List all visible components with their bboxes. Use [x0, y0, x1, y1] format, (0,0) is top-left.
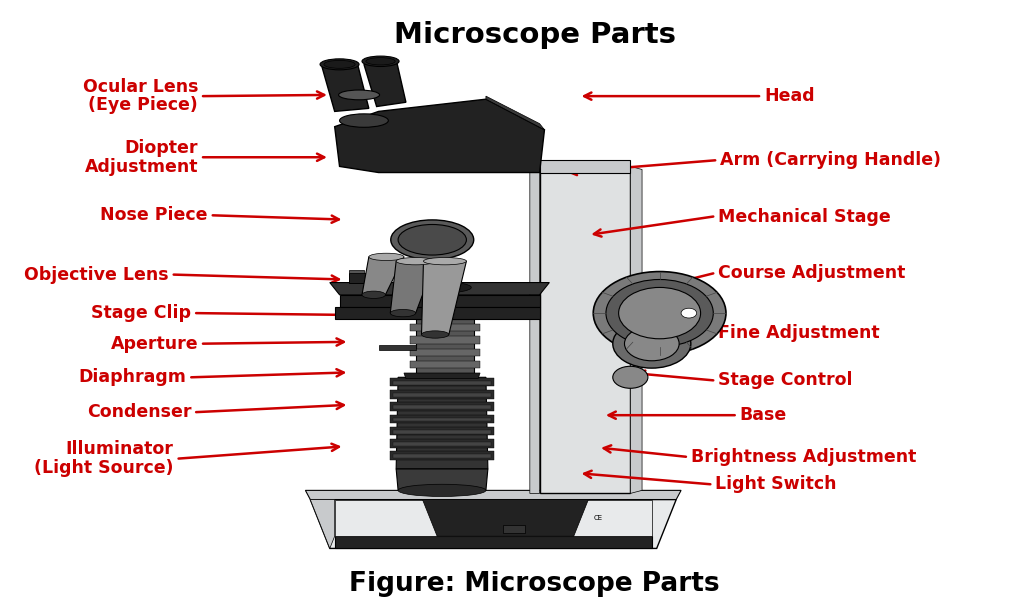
Polygon shape — [390, 451, 494, 460]
Polygon shape — [631, 166, 642, 494]
Polygon shape — [349, 270, 364, 273]
Ellipse shape — [391, 220, 474, 260]
Text: Illuminator
(Light Source): Illuminator (Light Source) — [34, 440, 174, 477]
Polygon shape — [396, 469, 487, 491]
Polygon shape — [310, 500, 335, 548]
Ellipse shape — [366, 58, 395, 65]
Polygon shape — [364, 60, 406, 106]
Polygon shape — [486, 96, 545, 130]
Ellipse shape — [321, 59, 359, 70]
Text: Nose Piece: Nose Piece — [100, 206, 208, 224]
Text: Condenser: Condenser — [87, 403, 191, 421]
Polygon shape — [540, 160, 631, 173]
Ellipse shape — [413, 282, 471, 293]
Polygon shape — [390, 261, 435, 313]
Text: Stage Control: Stage Control — [718, 371, 853, 389]
Circle shape — [625, 327, 679, 361]
Text: Light Switch: Light Switch — [715, 475, 837, 493]
Polygon shape — [396, 377, 487, 469]
Circle shape — [681, 308, 696, 318]
Ellipse shape — [422, 331, 449, 338]
Text: Diaphragm: Diaphragm — [79, 368, 186, 386]
Polygon shape — [393, 393, 490, 397]
Ellipse shape — [324, 60, 355, 68]
Text: CE: CE — [594, 515, 603, 521]
Text: Arm (Carrying Handle): Arm (Carrying Handle) — [720, 151, 941, 169]
Polygon shape — [305, 491, 681, 500]
Ellipse shape — [362, 291, 385, 298]
Polygon shape — [310, 500, 676, 548]
Polygon shape — [330, 282, 549, 295]
Polygon shape — [390, 439, 494, 448]
Polygon shape — [390, 402, 494, 411]
Polygon shape — [393, 454, 490, 458]
Text: Stage Clip: Stage Clip — [91, 304, 191, 322]
Polygon shape — [423, 500, 589, 536]
Polygon shape — [410, 361, 480, 368]
Ellipse shape — [390, 309, 416, 317]
Polygon shape — [362, 257, 403, 295]
Polygon shape — [349, 273, 383, 282]
Text: Brightness Adjustment: Brightness Adjustment — [691, 448, 916, 466]
Polygon shape — [393, 405, 490, 409]
Polygon shape — [410, 336, 480, 344]
Polygon shape — [504, 525, 525, 533]
Ellipse shape — [396, 257, 435, 265]
Text: Head: Head — [764, 87, 815, 105]
Text: Diopter
Adjustment: Diopter Adjustment — [85, 139, 198, 176]
Polygon shape — [393, 430, 490, 433]
Polygon shape — [393, 442, 490, 446]
Polygon shape — [390, 378, 494, 386]
Text: Base: Base — [739, 406, 786, 424]
Polygon shape — [390, 414, 494, 423]
Text: Fine Adjustment: Fine Adjustment — [718, 324, 880, 341]
Polygon shape — [393, 381, 490, 384]
Text: Figure: Microscope Parts: Figure: Microscope Parts — [349, 572, 720, 597]
Circle shape — [593, 271, 726, 355]
Polygon shape — [379, 345, 416, 350]
Polygon shape — [393, 418, 490, 421]
Polygon shape — [340, 295, 540, 307]
Ellipse shape — [340, 114, 388, 127]
Circle shape — [618, 287, 700, 339]
Ellipse shape — [369, 253, 403, 260]
Ellipse shape — [362, 56, 399, 66]
Text: Mechanical Stage: Mechanical Stage — [718, 208, 891, 225]
Text: Ocular Lens
(Eye Piece): Ocular Lens (Eye Piece) — [83, 78, 198, 114]
Text: Microscope Parts: Microscope Parts — [393, 21, 676, 49]
Polygon shape — [322, 63, 369, 111]
Polygon shape — [403, 373, 480, 378]
Polygon shape — [335, 99, 545, 173]
Polygon shape — [416, 319, 474, 377]
Text: Course Adjustment: Course Adjustment — [718, 265, 905, 282]
Polygon shape — [410, 324, 480, 332]
Circle shape — [606, 279, 714, 347]
Text: Objective Lens: Objective Lens — [25, 266, 169, 284]
Circle shape — [612, 367, 648, 388]
Polygon shape — [540, 166, 631, 494]
Polygon shape — [335, 307, 540, 319]
Polygon shape — [410, 349, 480, 356]
Polygon shape — [422, 261, 466, 335]
Polygon shape — [390, 427, 494, 435]
Text: Aperture: Aperture — [111, 335, 198, 352]
Ellipse shape — [339, 90, 380, 100]
Ellipse shape — [398, 225, 466, 255]
Polygon shape — [390, 390, 494, 398]
Polygon shape — [529, 166, 540, 494]
Ellipse shape — [398, 484, 486, 497]
Polygon shape — [335, 536, 652, 548]
Ellipse shape — [424, 257, 466, 265]
Polygon shape — [335, 500, 652, 536]
Circle shape — [612, 319, 691, 368]
